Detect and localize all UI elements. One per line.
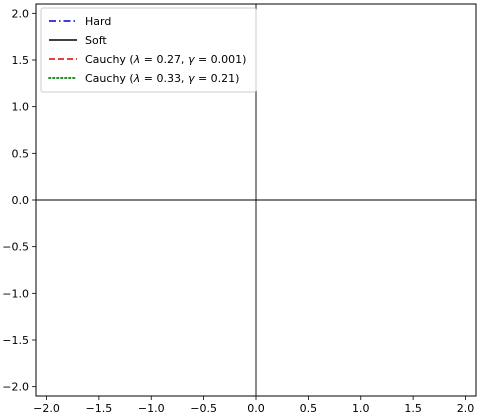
x-tick-label: −1.5 [85,402,112,415]
x-tick-label: −0.5 [190,402,217,415]
y-tick-label: −0.5 [2,241,29,254]
x-tick-label: 1.0 [352,402,370,415]
x-tick-label: 0.5 [300,402,318,415]
y-tick-label: 0.0 [12,194,30,207]
y-tick-label: −1.0 [2,287,29,300]
y-tick-label: 0.5 [12,147,30,160]
legend-label-4: Cauchy (λ = 0.33, γ = 0.21) [85,72,239,85]
y-tick-label: 1.0 [12,101,30,114]
x-tick-label: −2.0 [33,402,60,415]
y-tick-label: 2.0 [12,7,30,20]
x-tick-label: 1.5 [404,402,422,415]
y-tick-label: 1.5 [12,54,30,67]
y-tick-label: −2.0 [2,381,29,394]
x-tick-label: 0.0 [247,402,265,415]
legend-box [40,7,257,93]
y-tick-label: −1.5 [2,334,29,347]
x-tick-label: −1.0 [138,402,165,415]
x-tick-label: 2.0 [457,402,475,415]
legend-label-3: Cauchy (λ = 0.27, γ = 0.001) [85,53,246,66]
legend: Hard Soft Cauchy (λ = 0.27, γ = 0.001) Cauc… [40,7,257,93]
legend-label-2: Soft [85,34,107,47]
tick-marks: −2.0 −1.5 −1.0 −0.5 0.0 0.5 1.0 1.5 2.0 −2.0 −1.5 −… [2,7,474,415]
legend-label-1: Hard [85,15,111,28]
